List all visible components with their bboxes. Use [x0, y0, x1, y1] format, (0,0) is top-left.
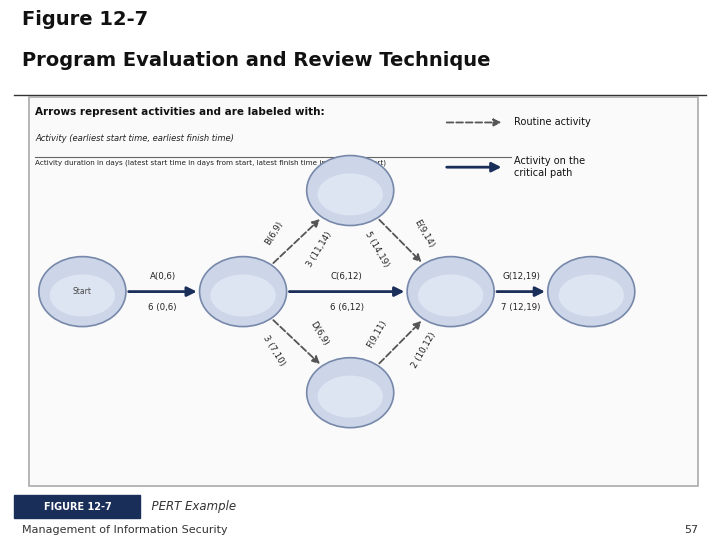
- Text: FIGURE 12-7: FIGURE 12-7: [44, 502, 112, 511]
- Ellipse shape: [307, 156, 394, 226]
- Text: G(12,19): G(12,19): [502, 272, 540, 281]
- Text: 6 (6,12): 6 (6,12): [330, 302, 364, 312]
- Ellipse shape: [50, 274, 115, 316]
- Text: Activity duration in days (latest start time in days from start, latest finish t: Activity duration in days (latest start …: [35, 159, 387, 166]
- Text: PERT Example: PERT Example: [144, 500, 236, 513]
- Text: Program Evaluation and Review Technique: Program Evaluation and Review Technique: [22, 51, 490, 70]
- FancyBboxPatch shape: [14, 495, 140, 518]
- Text: Figure 12-7: Figure 12-7: [22, 10, 148, 29]
- Ellipse shape: [407, 256, 494, 327]
- Ellipse shape: [318, 376, 383, 417]
- FancyBboxPatch shape: [29, 97, 698, 486]
- Text: Activity on the
critical path: Activity on the critical path: [514, 157, 585, 178]
- Text: B(6,9): B(6,9): [263, 219, 284, 246]
- Text: 5 (14,19): 5 (14,19): [364, 230, 391, 268]
- Text: 2 (10,12): 2 (10,12): [410, 330, 437, 369]
- Ellipse shape: [548, 256, 635, 327]
- Ellipse shape: [559, 274, 624, 316]
- Text: 6 (0,6): 6 (0,6): [148, 302, 177, 312]
- Ellipse shape: [318, 173, 383, 215]
- Text: Management of Information Security: Management of Information Security: [22, 525, 228, 535]
- Ellipse shape: [210, 274, 276, 316]
- Text: 57: 57: [684, 525, 698, 535]
- Text: Activity (earliest start time, earliest finish time): Activity (earliest start time, earliest …: [35, 134, 235, 143]
- Text: Start: Start: [73, 287, 92, 296]
- Ellipse shape: [199, 256, 287, 327]
- Text: Arrows represent activities and are labeled with:: Arrows represent activities and are labe…: [35, 107, 325, 117]
- Text: D(6,9): D(6,9): [309, 320, 330, 348]
- Ellipse shape: [39, 256, 126, 327]
- Text: 3 (7,10): 3 (7,10): [261, 334, 287, 367]
- Ellipse shape: [307, 357, 394, 428]
- Text: E(9,14): E(9,14): [412, 218, 436, 249]
- Ellipse shape: [418, 274, 483, 316]
- Text: Routine activity: Routine activity: [514, 118, 591, 127]
- Text: 7 (12,19): 7 (12,19): [501, 302, 541, 312]
- Text: A(0,6): A(0,6): [150, 272, 176, 281]
- Text: 3 (11,14): 3 (11,14): [305, 230, 333, 268]
- Text: C(6,12): C(6,12): [331, 272, 363, 281]
- Text: F(9,11): F(9,11): [366, 319, 389, 350]
